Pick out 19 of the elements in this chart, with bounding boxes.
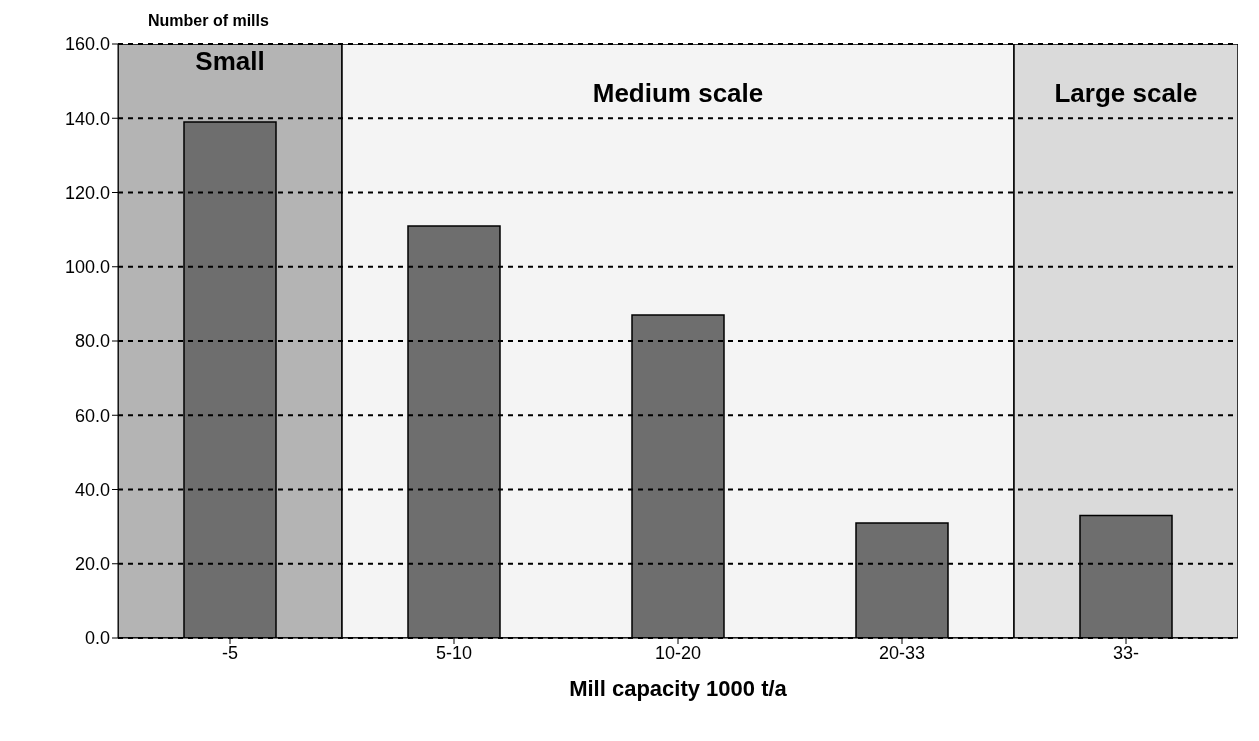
y-tick-label: 80.0 (74, 331, 110, 352)
x-tick-label: 5-10 (435, 642, 473, 663)
y-tick-label: 120.0 (64, 182, 110, 203)
x-tick-label: 10-20 (654, 642, 702, 663)
x-axis-title: Mill capacity 1000 t/a (569, 676, 788, 701)
band-label: Medium scale (592, 78, 764, 109)
y-tick-label: 160.0 (64, 34, 110, 55)
y-tick-label: 140.0 (64, 108, 110, 129)
y-tick-label: 60.0 (74, 405, 110, 426)
x-tick-label: 33- (1112, 642, 1140, 663)
x-tick-label: 20-33 (878, 642, 926, 663)
band-label: Large scale (1054, 78, 1198, 109)
x-tick-label: -5 (221, 642, 239, 663)
y-tick-label: 40.0 (74, 479, 110, 500)
band-label: Small (195, 46, 265, 77)
y-tick-label: 20.0 (74, 554, 110, 575)
y-tick-label: 100.0 (64, 257, 110, 278)
y-tick-label: 0.0 (84, 628, 110, 649)
y-axis-title: Number of mills (148, 12, 269, 30)
